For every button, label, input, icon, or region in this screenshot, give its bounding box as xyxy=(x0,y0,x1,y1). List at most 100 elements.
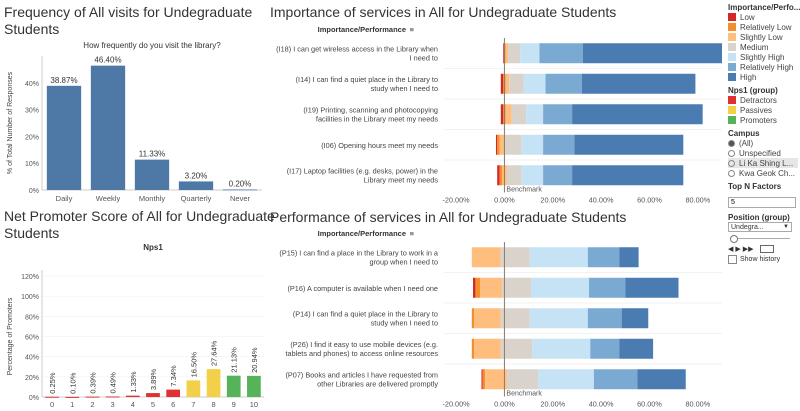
freq-bar xyxy=(222,189,258,191)
performance-segment xyxy=(538,369,594,390)
nps-data-label: 16.50% xyxy=(189,352,198,378)
radio-button[interactable] xyxy=(728,169,735,177)
performance-segment xyxy=(471,308,475,329)
performance-segment xyxy=(593,369,638,390)
nps-bar xyxy=(146,393,160,397)
importance-row-label: study when I need to xyxy=(371,84,438,93)
importance-segment xyxy=(521,134,544,155)
freq-x-tick: Monthly xyxy=(139,194,166,203)
campus-option[interactable]: Unspecified xyxy=(728,148,798,158)
importance-x-axis-label: Gantt Percent xyxy=(553,208,601,209)
performance-x-tick: 20.00% xyxy=(540,400,565,409)
importance-legend-item[interactable]: Slightly Low xyxy=(728,32,798,42)
campus-option[interactable]: Li Ka Shing L... xyxy=(728,158,798,168)
freq-bar xyxy=(134,159,170,190)
topn-input[interactable] xyxy=(728,197,796,208)
importance-x-tick: -20.00% xyxy=(442,196,470,205)
nps-data-label: 1.33% xyxy=(129,371,138,393)
campus-option[interactable]: (All) xyxy=(728,138,798,148)
importance-row-label: facilities in the Library meet my needs xyxy=(316,114,438,123)
chevron-down-icon: ▼ xyxy=(783,224,789,230)
importance-legend-item[interactable]: Low xyxy=(728,12,798,22)
importance-legend-item[interactable]: Medium xyxy=(728,42,798,52)
performance-chart[interactable]: Importance/Performance ≡ (P15) I can find … xyxy=(268,226,724,411)
importance-segment xyxy=(543,134,575,155)
show-history-toggle[interactable]: Show history xyxy=(728,255,798,264)
position-title: Position (group) xyxy=(728,213,790,222)
sidebar: Importance/Perfo... Low Relatively Low Sli… xyxy=(728,3,800,264)
importance-x-tick: 20.00% xyxy=(540,196,565,205)
performance-segment xyxy=(529,247,588,268)
radio-button[interactable] xyxy=(728,149,735,157)
nps-x-tick: 5 xyxy=(151,400,155,409)
performance-row-label: other Libraries are delivered promptly xyxy=(317,379,438,388)
importance-legend-item[interactable]: High xyxy=(728,72,798,82)
nps-x-tick: 2 xyxy=(90,400,94,409)
performance-segment xyxy=(480,277,503,298)
performance-segment xyxy=(589,277,626,298)
nps-legend-item[interactable]: Detractors xyxy=(728,95,798,105)
nps-data-label: 21.13% xyxy=(230,347,239,373)
frequency-chart[interactable]: How frequently do you visit the library?… xyxy=(0,38,268,208)
legend-label: Promoters xyxy=(740,115,777,125)
nps-legend-item[interactable]: Passives xyxy=(728,105,798,115)
nps-data-label: 3.89% xyxy=(149,368,158,390)
importance-segment xyxy=(503,43,505,64)
position-slider[interactable] xyxy=(728,234,792,244)
legend-swatch xyxy=(728,116,736,124)
legend-label: Slightly Low xyxy=(740,32,783,42)
importance-segment xyxy=(539,43,583,64)
campus-option-label: (All) xyxy=(739,138,754,148)
freq-y-tick: 10% xyxy=(25,161,39,168)
performance-segment xyxy=(531,277,590,298)
importance-segment xyxy=(511,104,527,125)
freq-title-line2: Students xyxy=(4,21,60,37)
importance-row-label: (I14) I can find a quiet place in the Li… xyxy=(296,75,438,84)
importance-legend-item[interactable]: Slightly High xyxy=(728,52,798,62)
slider-thumb[interactable] xyxy=(730,235,738,243)
performance-segment xyxy=(590,338,620,359)
nps-data-label: 7.34% xyxy=(169,365,178,387)
play-icon[interactable]: ▶▶ xyxy=(742,246,754,253)
step-forward-icon[interactable]: ▶ xyxy=(735,246,741,253)
nps-y-tick: 100% xyxy=(21,294,39,301)
step-back-icon[interactable]: ◀ xyxy=(728,246,734,253)
legend-label: Relatively Low xyxy=(740,22,792,32)
performance-x-tick: 0.00% xyxy=(494,400,515,409)
importance-chart[interactable]: Importance/Performance ≡ (I18) I can get w… xyxy=(268,22,724,208)
nps-y-tick: 0% xyxy=(29,395,39,402)
importance-legend-item[interactable]: Relatively High xyxy=(728,62,798,72)
position-select[interactable]: Undegra... ▼ xyxy=(728,222,792,232)
performance-x-tick: 80.00% xyxy=(685,400,710,409)
performance-segment xyxy=(637,369,686,390)
campus-filter: (All) Unspecified Li Ka Shing L... Kwa Geok… xyxy=(728,138,798,178)
importance-segment xyxy=(497,134,500,155)
importance-row-label: (I19) Printing, scanning and photocopyin… xyxy=(303,105,438,114)
legend-label: Low xyxy=(740,12,755,22)
importance-legend-item[interactable]: Relatively Low xyxy=(728,22,798,32)
nps-bar xyxy=(247,375,261,397)
radio-button[interactable] xyxy=(728,139,735,147)
performance-row-label: (P26) I find it easy to use mobile devic… xyxy=(290,340,438,349)
show-history-checkbox[interactable] xyxy=(728,255,737,264)
importance-segment xyxy=(526,104,544,125)
performance-segment xyxy=(485,369,507,390)
speed-icon[interactable] xyxy=(759,245,774,253)
freq-data-label: 3.20% xyxy=(185,171,208,180)
performance-segment xyxy=(475,277,481,298)
nps-y-tick: 60% xyxy=(25,335,39,342)
legend-label: Detractors xyxy=(740,95,777,105)
importance-segment xyxy=(543,165,573,186)
importance-segment xyxy=(521,165,544,186)
performance-row-label: (P07) Books and articles I have requeste… xyxy=(285,370,438,379)
importance-segment xyxy=(523,73,546,94)
radio-button[interactable] xyxy=(728,159,735,167)
legend-swatch xyxy=(728,53,736,61)
nps-legend-item[interactable]: Promoters xyxy=(728,115,798,125)
campus-option-label: Kwa Geok Ch... xyxy=(739,168,796,178)
campus-option[interactable]: Kwa Geok Ch... xyxy=(728,168,798,178)
nps-data-label: 0.49% xyxy=(109,372,118,394)
nps-data-label: 0.10% xyxy=(68,372,77,394)
nps-bar xyxy=(166,389,181,397)
